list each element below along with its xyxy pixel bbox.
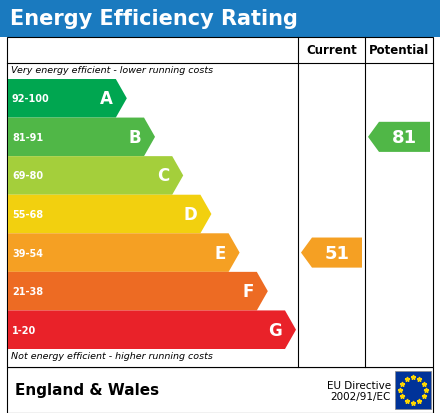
Text: B: B: [128, 128, 141, 147]
Text: 39-54: 39-54: [12, 248, 43, 258]
Text: 81: 81: [392, 128, 417, 147]
Text: England & Wales: England & Wales: [15, 382, 159, 398]
Text: Potential: Potential: [369, 44, 429, 57]
Bar: [7, 367, 433, 413]
Polygon shape: [301, 238, 362, 268]
Polygon shape: [8, 118, 155, 157]
Polygon shape: [368, 123, 430, 152]
Text: 1-20: 1-20: [12, 325, 36, 335]
Text: D: D: [183, 206, 198, 223]
Text: G: G: [268, 321, 282, 339]
Polygon shape: [8, 311, 296, 349]
Bar: [395, 371, 431, 409]
Text: Not energy efficient - higher running costs: Not energy efficient - higher running co…: [11, 351, 213, 360]
Text: 2002/91/EC: 2002/91/EC: [330, 391, 391, 401]
Text: 92-100: 92-100: [12, 94, 50, 104]
Text: Energy Efficiency Rating: Energy Efficiency Rating: [10, 9, 298, 29]
Polygon shape: [8, 272, 268, 311]
Text: A: A: [100, 90, 113, 108]
Text: Current: Current: [306, 44, 357, 57]
Text: 21-38: 21-38: [12, 287, 43, 297]
Polygon shape: [8, 80, 127, 118]
Text: E: E: [214, 244, 226, 262]
Text: Very energy efficient - lower running costs: Very energy efficient - lower running co…: [11, 66, 213, 75]
Text: F: F: [242, 282, 254, 300]
Text: EU Directive: EU Directive: [327, 380, 391, 390]
Text: C: C: [157, 167, 169, 185]
Text: 51: 51: [324, 244, 349, 262]
Polygon shape: [8, 195, 211, 234]
Text: 55-68: 55-68: [12, 209, 43, 219]
Text: 69-80: 69-80: [12, 171, 43, 181]
Polygon shape: [8, 234, 240, 272]
Polygon shape: [8, 157, 183, 195]
Bar: [7, 38, 433, 367]
Text: 81-91: 81-91: [12, 133, 43, 142]
Bar: [0, 0, 440, 38]
